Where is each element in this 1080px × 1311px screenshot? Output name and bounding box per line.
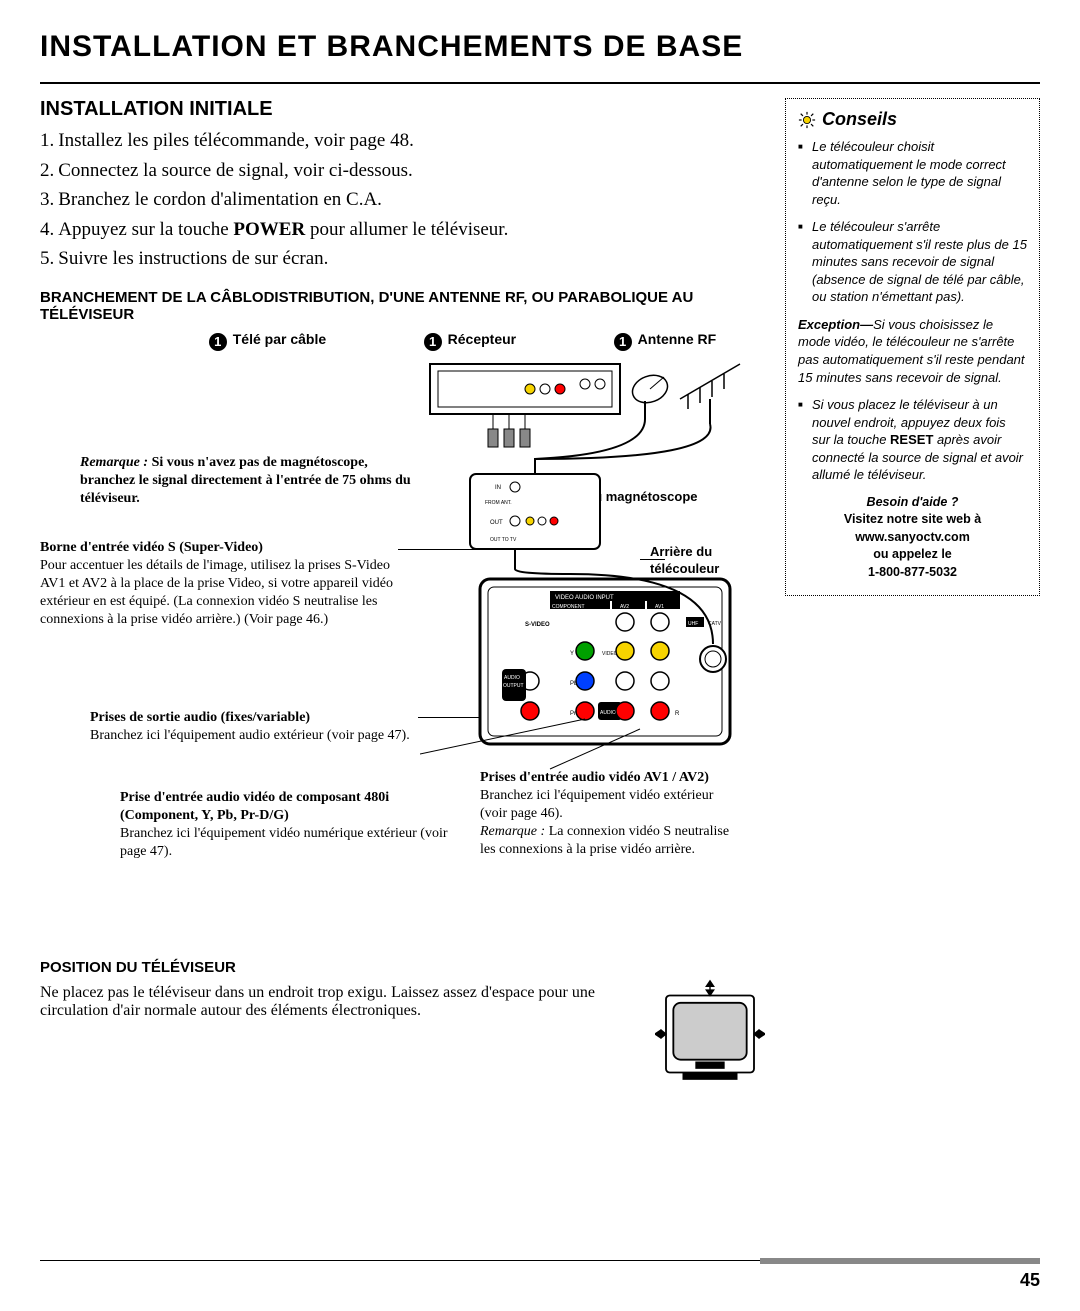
step-3: Branchez le cordon d'alimentation en C.A… bbox=[58, 189, 382, 210]
installation-steps: 1.Installez les piles télécommande, voir… bbox=[40, 127, 765, 273]
page-number: 45 bbox=[1020, 1270, 1040, 1291]
badge-3: 1 bbox=[614, 333, 632, 351]
title-rule bbox=[40, 82, 1040, 84]
step-4: Appuyez sur la touche POWER pour allumer… bbox=[58, 219, 508, 240]
step-5: Suivre les instructions de sur écran. bbox=[58, 248, 328, 269]
position-text: Ne placez pas le téléviseur dans un endr… bbox=[40, 984, 595, 1020]
source-labels-row: 1 Télé par câble 1 Récepteur 1 Antenne RF bbox=[160, 331, 765, 351]
section-branchement-heading: BRANCHEMENT DE LA CÂBLODISTRIBUTION, D'U… bbox=[40, 289, 765, 323]
tv-placement-diagram bbox=[655, 979, 765, 1089]
source-cable: Télé par câble bbox=[233, 331, 326, 347]
source-antenna: Antenne RF bbox=[638, 331, 717, 347]
svg-text:Pr: Pr bbox=[570, 711, 576, 717]
svg-text:S-VIDEO: S-VIDEO bbox=[525, 622, 550, 628]
badge-2: 1 bbox=[424, 333, 442, 351]
footer-accent bbox=[760, 1258, 1040, 1264]
conseil-exception: Exception—Si vous choisissez le mode vid… bbox=[798, 316, 1027, 386]
conseil-3: Si vous placez le téléviseur à un nouvel… bbox=[798, 396, 1027, 484]
svg-text:IN: IN bbox=[495, 485, 501, 491]
svg-text:AV1: AV1 bbox=[655, 604, 664, 610]
svg-text:AUDIO: AUDIO bbox=[600, 710, 616, 716]
svg-text:R: R bbox=[675, 711, 680, 717]
lightbulb-icon bbox=[798, 111, 816, 129]
connection-diagram: Remarque : Si vous n'avez pas de magnéto… bbox=[40, 359, 765, 919]
svg-text:Y: Y bbox=[570, 651, 574, 657]
conseil-2: Le télécouleur s'arrête automatiquement … bbox=[798, 218, 1027, 306]
badge-1: 1 bbox=[209, 333, 227, 351]
callout-remarque: Remarque : Si vous n'avez pas de magnéto… bbox=[80, 454, 420, 509]
svg-text:OUT TO TV: OUT TO TV bbox=[490, 537, 517, 543]
svg-text:COMPONENT: COMPONENT bbox=[552, 604, 585, 610]
help-block: Besoin d'aide ? Visitez notre site web à… bbox=[798, 494, 1027, 582]
svg-text:OUT: OUT bbox=[490, 520, 503, 526]
svg-text:FROM ANT.: FROM ANT. bbox=[485, 500, 512, 506]
svg-text:OUTPUT: OUTPUT bbox=[503, 683, 524, 689]
svg-text:UHF: UHF bbox=[688, 621, 698, 627]
section-installation-heading: INSTALLATION INITIALE bbox=[40, 98, 765, 121]
svg-text:AUDIO: AUDIO bbox=[504, 675, 520, 681]
callout-audio-out: Prises de sortie audio (fixes/variable) … bbox=[90, 709, 420, 745]
callout-component: Prise d'entrée audio vidéo de composant … bbox=[120, 789, 450, 862]
step-1: Installez les piles télécommande, voir p… bbox=[58, 130, 414, 151]
svg-text:AV2: AV2 bbox=[620, 604, 629, 610]
callout-svideo: Borne d'entrée vidéo S (Super-Video) Pou… bbox=[40, 539, 400, 630]
section-position-heading: POSITION DU TÉLÉVISEUR bbox=[40, 959, 595, 976]
page-title: INSTALLATION ET BRANCHEMENTS DE BASE bbox=[40, 30, 1040, 64]
diagram-svg: IN FROM ANT. OUT OUT TO TV VIDEO AUDIO I… bbox=[420, 359, 750, 819]
conseils-heading: Conseils bbox=[798, 109, 1027, 130]
conseils-box: Conseils Le télécouleur choisit automati… bbox=[785, 98, 1040, 596]
step-2: Connectez la source de signal, voir ci-d… bbox=[58, 160, 413, 181]
source-receiver: Récepteur bbox=[448, 331, 516, 347]
conseil-1: Le télécouleur choisit automatiquement l… bbox=[798, 138, 1027, 208]
svg-text:VIDEO AUDIO INPUT: VIDEO AUDIO INPUT bbox=[555, 595, 614, 601]
